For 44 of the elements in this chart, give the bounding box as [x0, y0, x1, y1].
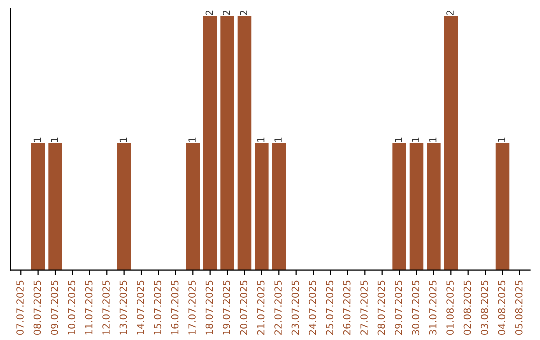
data-label: 1: [430, 138, 437, 142]
data-label: 1: [498, 138, 506, 142]
x-tick-label: 15.07.2025: [154, 280, 162, 335]
x-tick-label: 19.07.2025: [223, 280, 230, 335]
data-label: 1: [395, 138, 402, 142]
data-label: 1: [34, 138, 42, 142]
x-tick-label: 02.08.2025: [464, 280, 472, 336]
data-label: 2: [240, 10, 248, 16]
data-label: 1: [274, 138, 282, 142]
x-tick-label: 08.07.2025: [34, 280, 42, 336]
data-label: 1: [412, 138, 420, 142]
data-label: 1: [188, 138, 196, 142]
data-label: 1: [258, 138, 265, 142]
x-tick-label: 04.08.2025: [498, 280, 506, 336]
x-tick-label: 26.07.2025: [343, 280, 351, 335]
x-tick-label: 17.07.2025: [188, 280, 196, 335]
x-tick-label: 12.07.2025: [102, 280, 110, 335]
x-tick-label: 29.07.2025: [395, 280, 402, 335]
data-label: 2: [446, 10, 454, 16]
x-tick-label: 13.07.2025: [120, 280, 128, 335]
x-tick-label: 03.08.2025: [481, 280, 488, 336]
x-tick-label: 09.07.2025: [50, 280, 58, 336]
x-tick-label: 07.07.2025: [16, 280, 24, 336]
x-tick-label: 16.07.2025: [171, 280, 179, 335]
x-tick-label: 14.07.2025: [136, 280, 144, 335]
x-tick-label: 23.07.2025: [292, 280, 300, 335]
x-tick-label: 05.08.2025: [515, 280, 523, 336]
data-label: 1: [120, 138, 128, 142]
data-label: 1: [51, 138, 58, 142]
x-tick-label: 22.07.2025: [274, 280, 282, 335]
x-tick-label: 10.07.2025: [68, 280, 76, 335]
x-tick-label: 28.07.2025: [378, 280, 386, 335]
x-tick-label: 27.07.2025: [360, 280, 368, 335]
x-tick-label: 01.08.2025: [446, 280, 454, 336]
data-label: 2: [206, 10, 214, 16]
x-tick-label: 25.07.2025: [326, 280, 334, 335]
x-tick-label: 24.07.2025: [309, 280, 316, 335]
x-tick-label: 21.07.2025: [257, 280, 265, 335]
x-tick-label: 31.07.2025: [429, 280, 437, 335]
x-tick-label: 20.07.2025: [240, 280, 248, 335]
data-label: 2: [223, 10, 230, 16]
x-tick-label: 11.07.2025: [85, 280, 93, 335]
x-tick-label: 18.07.2025: [206, 280, 214, 335]
x-tick-label: 30.07.2025: [412, 280, 420, 335]
